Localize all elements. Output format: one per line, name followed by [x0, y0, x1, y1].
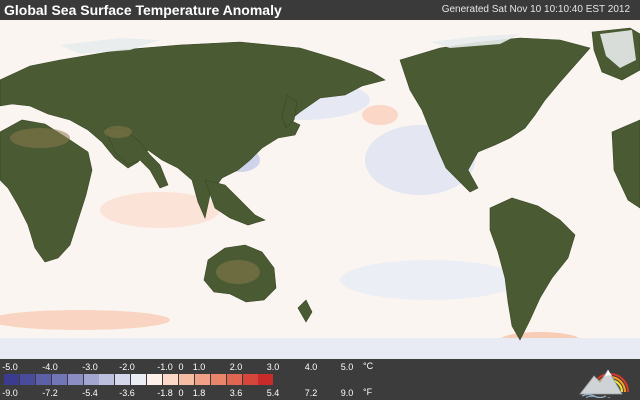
land-north-america — [399, 37, 591, 193]
title-bar: Global Sea Surface Temperature Anomaly G… — [0, 0, 640, 20]
legend-tick-label: 7.2 — [304, 388, 318, 398]
legend-swatch — [115, 374, 131, 385]
legend-swatch — [4, 374, 19, 385]
warm-anomaly-indian-ocean — [100, 192, 220, 228]
legend-swatch — [258, 374, 274, 385]
legend-tick-label: 1.0 — [192, 362, 206, 372]
legend-tick-label: 4.0 — [304, 362, 318, 372]
legend-swatch — [83, 374, 99, 385]
legend-tick-label: 5.0 — [340, 362, 354, 372]
land-arabia-india — [104, 127, 169, 189]
legend-tick-label: -1.0 — [157, 362, 173, 372]
legend-tick-label: 9.0 — [340, 388, 354, 398]
legend-swatch — [163, 374, 178, 385]
antarctic-band — [0, 338, 640, 359]
warm-anomaly-southern-ocean — [0, 310, 170, 330]
legend-swatch — [226, 374, 242, 385]
legend-tick-label: 2.0 — [229, 362, 243, 372]
celsius-unit-label: °C — [363, 361, 374, 371]
legend-swatch — [242, 374, 258, 385]
map-title: Global Sea Surface Temperature Anomaly — [4, 2, 282, 18]
land-masses — [0, 27, 640, 341]
weather-mountain-rainbow-icon — [579, 369, 629, 398]
legend-tick-label: -2.0 — [119, 362, 135, 372]
legend-tick-label: -4.0 — [42, 362, 58, 372]
legend-swatch — [147, 374, 163, 385]
legend-tick-label: -7.2 — [42, 388, 58, 398]
legend-tick-label: -1.8 — [157, 388, 173, 398]
legend-tick-label: 0 — [178, 388, 184, 398]
legend-swatch — [35, 374, 51, 385]
legend-swatch — [19, 374, 35, 385]
celsius-ticks: -5.0 -4.0 -3.0 -2.0 -1.0 0 1.0 2.0 3.0 4.0 5.0 — [0, 361, 640, 373]
legend-swatch — [178, 374, 194, 385]
land-europe-asia — [0, 41, 386, 219]
world-map — [0, 20, 640, 359]
sst-anomaly-map — [0, 20, 640, 359]
legend-swatch — [194, 374, 210, 385]
legend-swatch — [131, 374, 147, 385]
legend-tick-label: -5.0 — [2, 362, 18, 372]
legend-tick-label: -3.0 — [82, 362, 98, 372]
color-scale-legend: -5.0 -4.0 -3.0 -2.0 -1.0 0 1.0 2.0 3.0 4.0 5.0 °C … — [0, 359, 640, 400]
land-new-zealand — [297, 299, 313, 323]
legend-swatch — [99, 374, 115, 385]
legend-tick-label: 3.0 — [266, 362, 280, 372]
legend-swatch — [51, 374, 67, 385]
legend-swatch — [210, 374, 226, 385]
legend-tick-label: -3.6 — [119, 388, 135, 398]
fahrenheit-unit-label: °F — [363, 387, 373, 397]
generated-timestamp: Generated Sat Nov 10 10:10:40 EST 2012 — [441, 4, 630, 15]
land-south-america — [489, 197, 576, 341]
land-southeast-asia — [204, 179, 266, 226]
legend-tick-label: 0 — [178, 362, 184, 372]
legend-tick-label: -5.4 — [82, 388, 98, 398]
legend-tick-label: 5.4 — [266, 388, 280, 398]
legend-tick-label: -9.0 — [2, 388, 18, 398]
legend-tick-label: 3.6 — [229, 388, 243, 398]
land-japan — [281, 94, 298, 129]
land-west-africa-edge — [611, 119, 640, 209]
legend-tick-label: 1.8 — [192, 388, 206, 398]
legend-swatch — [67, 374, 83, 385]
fahrenheit-ticks: -9.0 -7.2 -5.4 -3.6 -1.8 0 1.8 3.6 5.4 7.2 9.0 — [0, 387, 640, 399]
